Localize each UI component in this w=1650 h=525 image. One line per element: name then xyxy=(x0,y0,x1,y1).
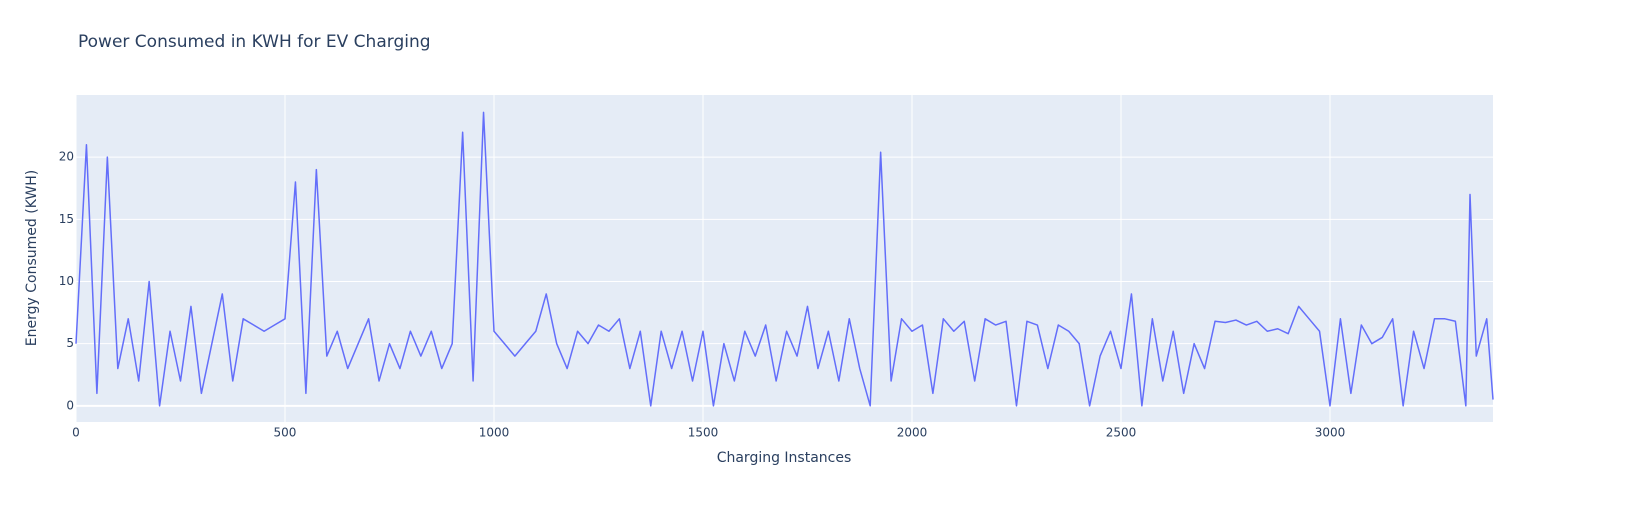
x-tick-label: 0 xyxy=(72,426,80,440)
x-tick-label: 2500 xyxy=(1106,426,1137,440)
y-tick-label: 0 xyxy=(66,398,74,412)
x-tick-label: 3000 xyxy=(1315,426,1346,440)
chart-title: Power Consumed in KWH for EV Charging xyxy=(78,32,431,52)
data-line xyxy=(75,111,1494,407)
x-axis-title: Charging Instances xyxy=(717,450,852,466)
x-tick-label: 1000 xyxy=(479,426,510,440)
y-tick-label: 10 xyxy=(59,274,74,288)
x-tick-label: 500 xyxy=(274,426,297,440)
x-tick-label: 2000 xyxy=(897,426,928,440)
y-tick-label: 15 xyxy=(59,212,74,226)
y-tick-label: 5 xyxy=(66,336,74,350)
y-tick-label: 20 xyxy=(59,150,74,164)
plot-area xyxy=(76,95,1493,422)
y-axis-title: Energy Consumed (KWH) xyxy=(24,170,40,346)
x-tick-label: 1500 xyxy=(688,426,719,440)
